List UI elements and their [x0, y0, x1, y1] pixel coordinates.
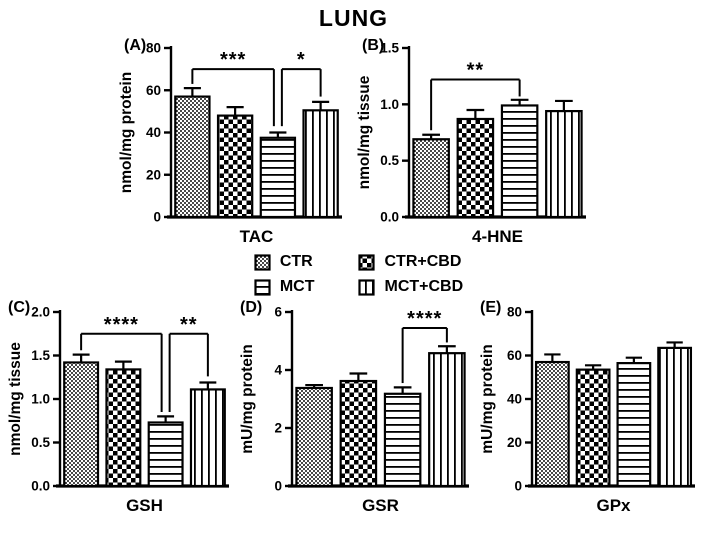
- top-row: (A) 0 20 40 60 80 nmol/mg protein *** * TAC (B) …: [0, 34, 707, 249]
- svg-text:0: 0: [514, 479, 522, 494]
- panel-b-label: (B): [362, 37, 385, 54]
- svg-text:**: **: [467, 60, 485, 82]
- svg-text:0.0: 0.0: [380, 210, 399, 225]
- svg-text:0.5: 0.5: [380, 153, 399, 168]
- svg-text:1.0: 1.0: [380, 97, 399, 112]
- panel-e-label: (E): [480, 299, 502, 316]
- svg-text:***: ***: [220, 49, 246, 71]
- figure-title: LUNG: [318, 5, 389, 31]
- legend-label-ctr: CTR: [279, 253, 313, 270]
- svg-text:nmol/mg tissue: nmol/mg tissue: [7, 342, 24, 456]
- svg-text:4: 4: [274, 363, 282, 378]
- svg-text:80: 80: [507, 305, 522, 320]
- svg-text:20: 20: [146, 167, 161, 182]
- svg-text:nmol/mg protein: nmol/mg protein: [118, 72, 135, 193]
- ctr-pattern-swatch-icon: [254, 253, 271, 271]
- svg-text:mU/mg protein: mU/mg protein: [479, 344, 496, 453]
- bottom-row: (C) 0.0 0.5 1.0 1.5 2.0 nmol/mg tissue **** ** G…: [0, 298, 707, 518]
- svg-text:20: 20: [507, 435, 522, 450]
- panel-c-label: (C): [8, 299, 31, 316]
- legend: CTR CTR+CBD MCT MCT+CBD: [244, 253, 463, 296]
- legend-label-mct: MCT: [279, 278, 315, 295]
- svg-text:0: 0: [274, 479, 282, 494]
- legend-item-ctr-cbd: CTR+CBD: [358, 253, 463, 271]
- mct-pattern-swatch-icon: [254, 278, 271, 296]
- svg-text:4-HNE: 4-HNE: [472, 227, 523, 246]
- svg-text:0.0: 0.0: [31, 479, 50, 494]
- svg-text:80: 80: [146, 41, 161, 56]
- svg-text:6: 6: [274, 305, 282, 320]
- panel-e-gpx: (E) 0 20 40 60 80 mU/mg protein GPx: [477, 298, 703, 518]
- svg-text:**: **: [180, 314, 198, 336]
- ctr-cbd-pattern-swatch-icon: [358, 253, 376, 271]
- legend-item-mct: MCT: [254, 278, 315, 296]
- svg-text:mU/mg protein: mU/mg protein: [239, 344, 256, 453]
- panel-a-label: (A): [124, 37, 147, 54]
- svg-text:60: 60: [146, 83, 161, 98]
- svg-text:2: 2: [274, 421, 282, 436]
- svg-text:nmol/mg tissue: nmol/mg tissue: [356, 75, 373, 189]
- svg-text:0.5: 0.5: [31, 435, 50, 450]
- svg-text:0: 0: [153, 210, 161, 225]
- svg-text:*: *: [297, 49, 306, 71]
- mct-cbd-pattern-swatch-icon: [358, 278, 376, 296]
- panel-b-4hne: (B) 0.0 0.5 1.0 1.5 nmol/mg tissue ** 4-HNE: [354, 34, 594, 249]
- chart-b-4hne: 0.0 0.5 1.0 1.5 nmol/mg tissue ** 4-HNE: [356, 41, 586, 246]
- legend-item-ctr: CTR: [254, 253, 315, 271]
- legend-label-mct-cbd: MCT+CBD: [384, 278, 464, 295]
- panel-c-gsh: (C) 0.0 0.5 1.0 1.5 2.0 nmol/mg tissue **** ** G…: [5, 298, 237, 518]
- svg-text:GSH: GSH: [126, 496, 163, 515]
- svg-text:1.0: 1.0: [31, 392, 50, 407]
- panel-a-tac: (A) 0 20 40 60 80 nmol/mg protein *** * TAC: [116, 34, 350, 249]
- svg-text:****: ****: [407, 308, 442, 330]
- svg-text:40: 40: [507, 392, 522, 407]
- svg-text:****: ****: [104, 314, 139, 336]
- svg-text:1.5: 1.5: [380, 41, 399, 56]
- svg-text:TAC: TAC: [240, 227, 274, 246]
- svg-text:2.0: 2.0: [31, 305, 50, 320]
- panel-d-label: (D): [240, 299, 263, 316]
- chart-e-gpx: 0 20 40 60 80 mU/mg protein GPx: [479, 305, 695, 515]
- svg-text:GSR: GSR: [362, 496, 399, 515]
- svg-text:60: 60: [507, 348, 522, 363]
- svg-text:GPx: GPx: [596, 496, 631, 515]
- panel-d-gsr: (D) 0 2 4 6 mU/mg protein **** GSR: [237, 298, 477, 518]
- legend-item-mct-cbd: MCT+CBD: [358, 278, 463, 296]
- svg-text:40: 40: [146, 125, 161, 140]
- chart-d-gsr: 0 2 4 6 mU/mg protein **** GSR: [239, 305, 469, 515]
- svg-text:1.5: 1.5: [31, 348, 50, 363]
- legend-label-ctr-cbd: CTR+CBD: [384, 253, 462, 270]
